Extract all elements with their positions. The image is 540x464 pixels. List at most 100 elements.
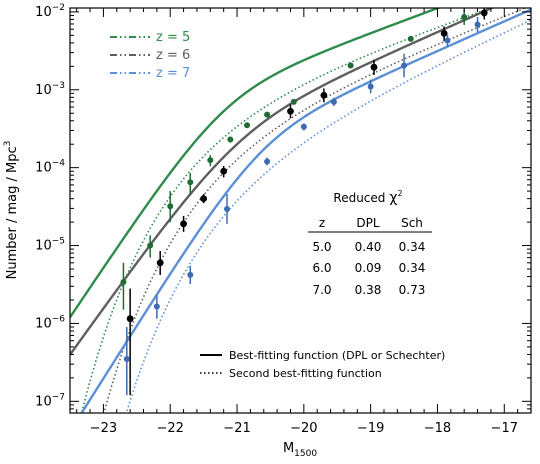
data-point-z7 xyxy=(264,157,271,166)
data-point-z6 xyxy=(126,288,134,396)
point-marker xyxy=(207,157,214,164)
point-marker xyxy=(370,63,378,71)
legend-entry-z7: z = 7 xyxy=(110,66,190,81)
point-marker xyxy=(407,35,414,42)
point-marker xyxy=(290,98,297,105)
data-point-z5 xyxy=(120,262,127,310)
point-marker xyxy=(227,136,234,143)
point-marker xyxy=(444,37,451,44)
point-marker xyxy=(300,123,307,130)
data-point-z7 xyxy=(401,53,408,78)
fit-best-5 xyxy=(70,8,442,318)
point-marker xyxy=(330,98,337,105)
chi2-row3-dpl: 0.38 xyxy=(355,283,382,297)
y-tick-label: 10−6 xyxy=(35,314,65,331)
data-point-z7 xyxy=(153,295,160,319)
point-marker xyxy=(120,279,127,286)
point-marker xyxy=(287,107,294,115)
fit-second-5 xyxy=(80,8,493,413)
point-marker xyxy=(474,21,481,28)
data-point-z5 xyxy=(227,136,234,143)
data-point-z6 xyxy=(156,251,164,275)
chi2-row2-z: 6.0 xyxy=(312,261,331,275)
x-axis-label: M1500 xyxy=(283,441,317,459)
point-marker xyxy=(480,9,488,17)
y-tick-label: 10−7 xyxy=(35,392,65,409)
data-point-z5 xyxy=(407,35,414,42)
fit-best-6 xyxy=(70,8,495,356)
data-point-z5 xyxy=(187,173,194,194)
y-axis-label: Number / mag / Mpc3 xyxy=(3,141,20,280)
data-point-z7 xyxy=(187,265,194,285)
x-tick-label: −22 xyxy=(156,421,183,436)
x-tick-label: −18 xyxy=(424,421,451,436)
y-tick-labels: 10−7 10−6 10−5 10−4 10−3 10−2 xyxy=(35,3,65,409)
point-marker xyxy=(320,91,328,99)
data-point-z6 xyxy=(287,104,294,119)
chi2-row3-z: 7.0 xyxy=(312,283,331,297)
chi2-row2-dpl: 0.09 xyxy=(355,261,382,275)
chi2-header-dpl: DPL xyxy=(356,216,379,230)
chi2-table-title: Reduced χ2 xyxy=(333,189,402,206)
point-marker xyxy=(461,13,468,20)
data-point-z5 xyxy=(347,62,354,69)
data-point-z5 xyxy=(167,191,174,223)
legend-label: z = 6 xyxy=(156,48,190,63)
legend: z = 5 z = 6 z = 7 xyxy=(110,30,190,81)
x-tick-label: −17 xyxy=(491,421,518,436)
x-tick-label: −19 xyxy=(357,421,384,436)
line-key-dotted-label: Second best-fitting function xyxy=(229,367,382,380)
point-marker xyxy=(440,29,448,37)
point-marker xyxy=(153,303,160,310)
line-key-solid-label: Best-fitting function (DPL or Schechter) xyxy=(229,349,445,362)
data-point-z5 xyxy=(290,98,297,105)
data-point-z7 xyxy=(224,193,231,224)
data-point-z7 xyxy=(474,16,481,33)
chi2-row2-sch: 0.34 xyxy=(399,261,426,275)
point-marker xyxy=(264,111,271,118)
chi2-table: Reduced χ2 z DPL Sch 5.0 0.40 0.34 6.0 0.… xyxy=(308,189,432,297)
data-points xyxy=(120,8,488,396)
point-marker xyxy=(187,179,194,186)
y-tick-label: 10−2 xyxy=(35,3,65,20)
plot-frame xyxy=(69,7,532,414)
y-tick-label: 10−5 xyxy=(35,237,65,254)
legend-entry-z6: z = 6 xyxy=(110,48,190,63)
data-point-z6 xyxy=(440,26,448,42)
point-marker xyxy=(126,315,134,323)
point-marker xyxy=(156,259,164,267)
data-point-z6 xyxy=(220,166,228,178)
point-marker xyxy=(401,62,408,69)
data-point-z5 xyxy=(207,155,214,167)
x-tick-label: −21 xyxy=(223,421,250,436)
point-marker xyxy=(147,242,154,249)
fit-second-6 xyxy=(103,8,528,413)
point-marker xyxy=(200,195,208,203)
data-point-z6 xyxy=(320,88,328,103)
fit-best-7 xyxy=(80,8,531,413)
chi2-header-z: z xyxy=(319,216,325,230)
y-axis-label-superscript: 3 xyxy=(3,141,13,147)
chi2-row3-sch: 0.73 xyxy=(399,283,426,297)
chi2-row1-sch: 0.34 xyxy=(399,240,426,254)
legend-label: z = 5 xyxy=(156,30,190,45)
legend-label: z = 7 xyxy=(156,66,190,81)
data-point-z7 xyxy=(330,97,337,106)
data-point-z6 xyxy=(200,193,208,204)
data-point-z6 xyxy=(480,8,488,20)
data-point-z7 xyxy=(367,79,374,94)
point-marker xyxy=(220,167,228,175)
point-marker xyxy=(180,220,187,228)
data-point-z6 xyxy=(370,60,378,75)
x-tick-label: −23 xyxy=(90,421,117,436)
point-marker xyxy=(224,205,231,212)
point-marker xyxy=(367,83,374,90)
axis-ticks xyxy=(70,8,532,413)
y-tick-label: 10−3 xyxy=(35,81,65,98)
x-tick-label: −20 xyxy=(290,421,317,436)
line-style-key: Best-fitting function (DPL or Schechter)… xyxy=(200,349,445,380)
data-point-z5 xyxy=(264,111,271,118)
chi2-row1-z: 5.0 xyxy=(312,240,331,254)
chi2-row1-dpl: 0.40 xyxy=(355,240,382,254)
point-marker xyxy=(123,355,130,362)
